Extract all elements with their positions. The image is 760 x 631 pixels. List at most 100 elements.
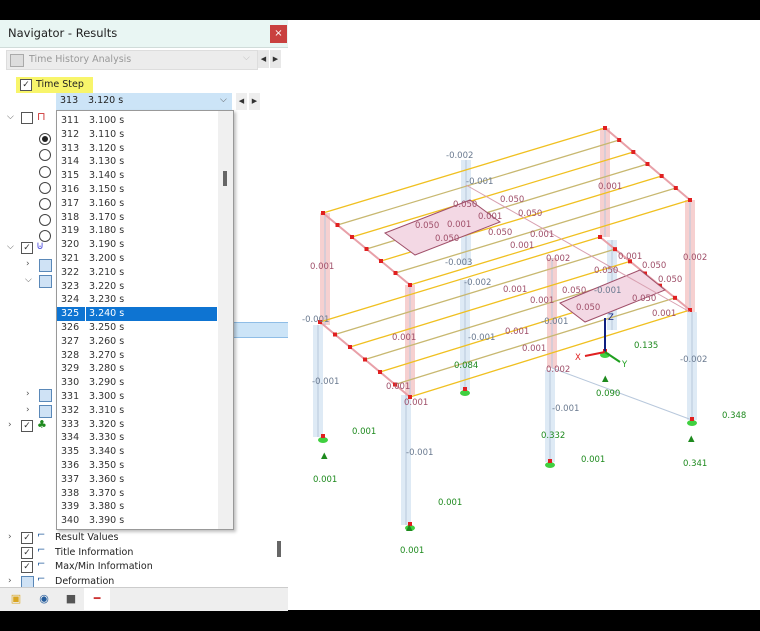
reaction-arrow-icon: ▲ [602, 374, 609, 384]
tab-camera[interactable]: ■ [58, 588, 84, 610]
time-step-option[interactable]: 337 3.360 s [57, 473, 217, 487]
step-time: 3.120 s [89, 142, 125, 154]
member-result-label: -0.002 [446, 151, 473, 161]
item-label: Result Values [55, 532, 119, 543]
chevron-down-icon[interactable]: ⌵ [25, 275, 32, 285]
time-step-option[interactable]: 335 3.340 s [57, 445, 217, 459]
time-step-option[interactable]: 328 3.270 s [57, 349, 217, 363]
result-type-radio[interactable] [39, 198, 51, 210]
step-number: 315 [61, 170, 80, 182]
close-button[interactable]: × [270, 25, 287, 43]
time-step-option[interactable]: 329 3.280 s [57, 362, 217, 376]
item-checkbox[interactable]: ✓ [21, 532, 33, 544]
step-time: 3.140 s [89, 170, 125, 182]
member-result-label: 0.050 [632, 294, 656, 304]
tree-checkbox[interactable] [21, 112, 33, 124]
navigator-title: Navigator - Results [8, 26, 118, 40]
node [598, 235, 602, 239]
time-step-option[interactable]: 319 3.180 s [57, 224, 217, 238]
next-step-button[interactable]: ▶ [249, 93, 260, 110]
step-number: 321 [61, 253, 80, 264]
analysis-combo[interactable]: Time History Analysis ⌵ [6, 50, 258, 70]
member-result-label: -0.003 [445, 258, 472, 268]
result-type-radio[interactable] [39, 182, 51, 194]
time-step-option[interactable]: 339 3.380 s [57, 500, 217, 514]
tab-results[interactable]: ━ [84, 588, 110, 610]
tree-checkbox[interactable] [39, 275, 52, 288]
chevron-right-icon[interactable]: › [8, 575, 12, 586]
time-step-option[interactable]: 330 3.290 s [57, 376, 217, 390]
tree-checkbox[interactable] [39, 259, 52, 272]
time-step-option[interactable]: 323 3.220 s [57, 280, 217, 294]
tree-checkbox[interactable] [39, 389, 52, 402]
time-step-option[interactable]: 336 3.350 s [57, 459, 217, 473]
item-checkbox[interactable]: ✓ [21, 546, 33, 559]
chevron-down-icon[interactable]: ⌵ [7, 242, 14, 252]
time-step-option[interactable]: 312 3.110 s [57, 128, 217, 142]
time-step-option[interactable]: 318 3.170 s [57, 211, 217, 225]
time-step-option[interactable]: 325 3.240 s [57, 307, 217, 322]
node [690, 417, 694, 421]
tree-checkbox[interactable]: ✓ [21, 242, 33, 254]
step-time: 3.380 s [89, 501, 125, 513]
time-step-option[interactable]: 332 3.310 s [57, 404, 217, 418]
time-step-option[interactable]: ✓ Time Step [16, 77, 93, 93]
tree-checkbox[interactable] [39, 405, 52, 418]
member-result-label: 0.050 [500, 195, 524, 205]
prev-analysis-button[interactable]: ◀ [258, 50, 269, 68]
time-step-option[interactable]: 311 3.100 s [57, 114, 217, 128]
tab-data[interactable]: ▣ [3, 588, 29, 610]
prev-step-button[interactable]: ◀ [236, 93, 247, 110]
step-number: 319 [61, 225, 80, 237]
time-step-option[interactable]: 315 3.140 s [57, 169, 217, 183]
node [408, 522, 412, 526]
time-step-option[interactable]: 316 3.150 s [57, 183, 217, 197]
result-type-radio[interactable] [39, 133, 51, 145]
chevron-right-icon[interactable]: › [26, 389, 30, 399]
time-step-option[interactable]: 317 3.160 s [57, 197, 217, 211]
chevron-right-icon[interactable]: › [26, 405, 30, 415]
result-type-radio[interactable] [39, 230, 51, 242]
result-type-radio[interactable] [39, 166, 51, 178]
next-analysis-button[interactable]: ▶ [270, 50, 281, 68]
chevron-right-icon[interactable]: › [8, 532, 12, 542]
time-step-option[interactable]: 326 3.250 s [57, 321, 217, 335]
selected-tree-row[interactable] [232, 322, 288, 338]
result-type-radio[interactable] [39, 149, 51, 161]
time-step-option[interactable]: 340 3.390 s [57, 514, 217, 528]
time-step-option[interactable]: 322 3.210 s [57, 266, 217, 280]
time-step-option[interactable]: 321 3.200 s [57, 252, 217, 266]
tree-scrollbar[interactable] [274, 533, 284, 585]
time-step-option[interactable]: 333 3.320 s [57, 418, 217, 432]
model-viewport[interactable]: -0.002 -0.001 0.001 0.050 0.050 0.001 0.050 0.0… [288, 20, 760, 610]
scrollbar-thumb[interactable] [223, 171, 227, 186]
result-type-radio[interactable] [39, 214, 51, 226]
reaction-arrow-icon: ▲ [321, 451, 328, 461]
reaction-arrow-icon: ▲ [406, 523, 413, 533]
time-step-option[interactable]: 331 3.300 s [57, 390, 217, 404]
chevron-right-icon[interactable]: › [26, 259, 30, 269]
step-time: 3.210 s [89, 266, 125, 278]
time-step-option[interactable]: 338 3.370 s [57, 487, 217, 501]
dropdown-scrollbar[interactable] [218, 111, 233, 529]
member-result-label: -0.001 [541, 317, 568, 327]
member-result-label: -0.001 [312, 377, 339, 387]
time-step-option[interactable]: 314 3.130 s [57, 155, 217, 169]
chevron-right-icon[interactable]: › [8, 420, 12, 430]
time-step-option[interactable]: 327 3.260 s [57, 335, 217, 349]
tab-view[interactable]: ◉ [31, 588, 57, 610]
time-step-option[interactable]: 320 3.190 s [57, 238, 217, 252]
step-number: 329 [61, 363, 80, 375]
tree-checkbox[interactable]: ✓ [21, 420, 33, 432]
time-step-checkbox[interactable]: ✓ [20, 79, 32, 91]
item-checkbox[interactable]: ✓ [21, 561, 33, 573]
chevron-down-icon[interactable]: ⌵ [7, 112, 14, 122]
beam [395, 187, 677, 274]
scrollbar-thumb[interactable] [277, 541, 281, 557]
diagonal-beam [465, 184, 691, 313]
time-step-option[interactable]: 334 3.330 s [57, 431, 217, 445]
time-step-select[interactable]: 313 3.120 s ⌵ [56, 93, 232, 110]
time-step-option[interactable]: 313 3.120 s [57, 142, 217, 156]
time-step-option[interactable]: 324 3.230 s [57, 293, 217, 307]
